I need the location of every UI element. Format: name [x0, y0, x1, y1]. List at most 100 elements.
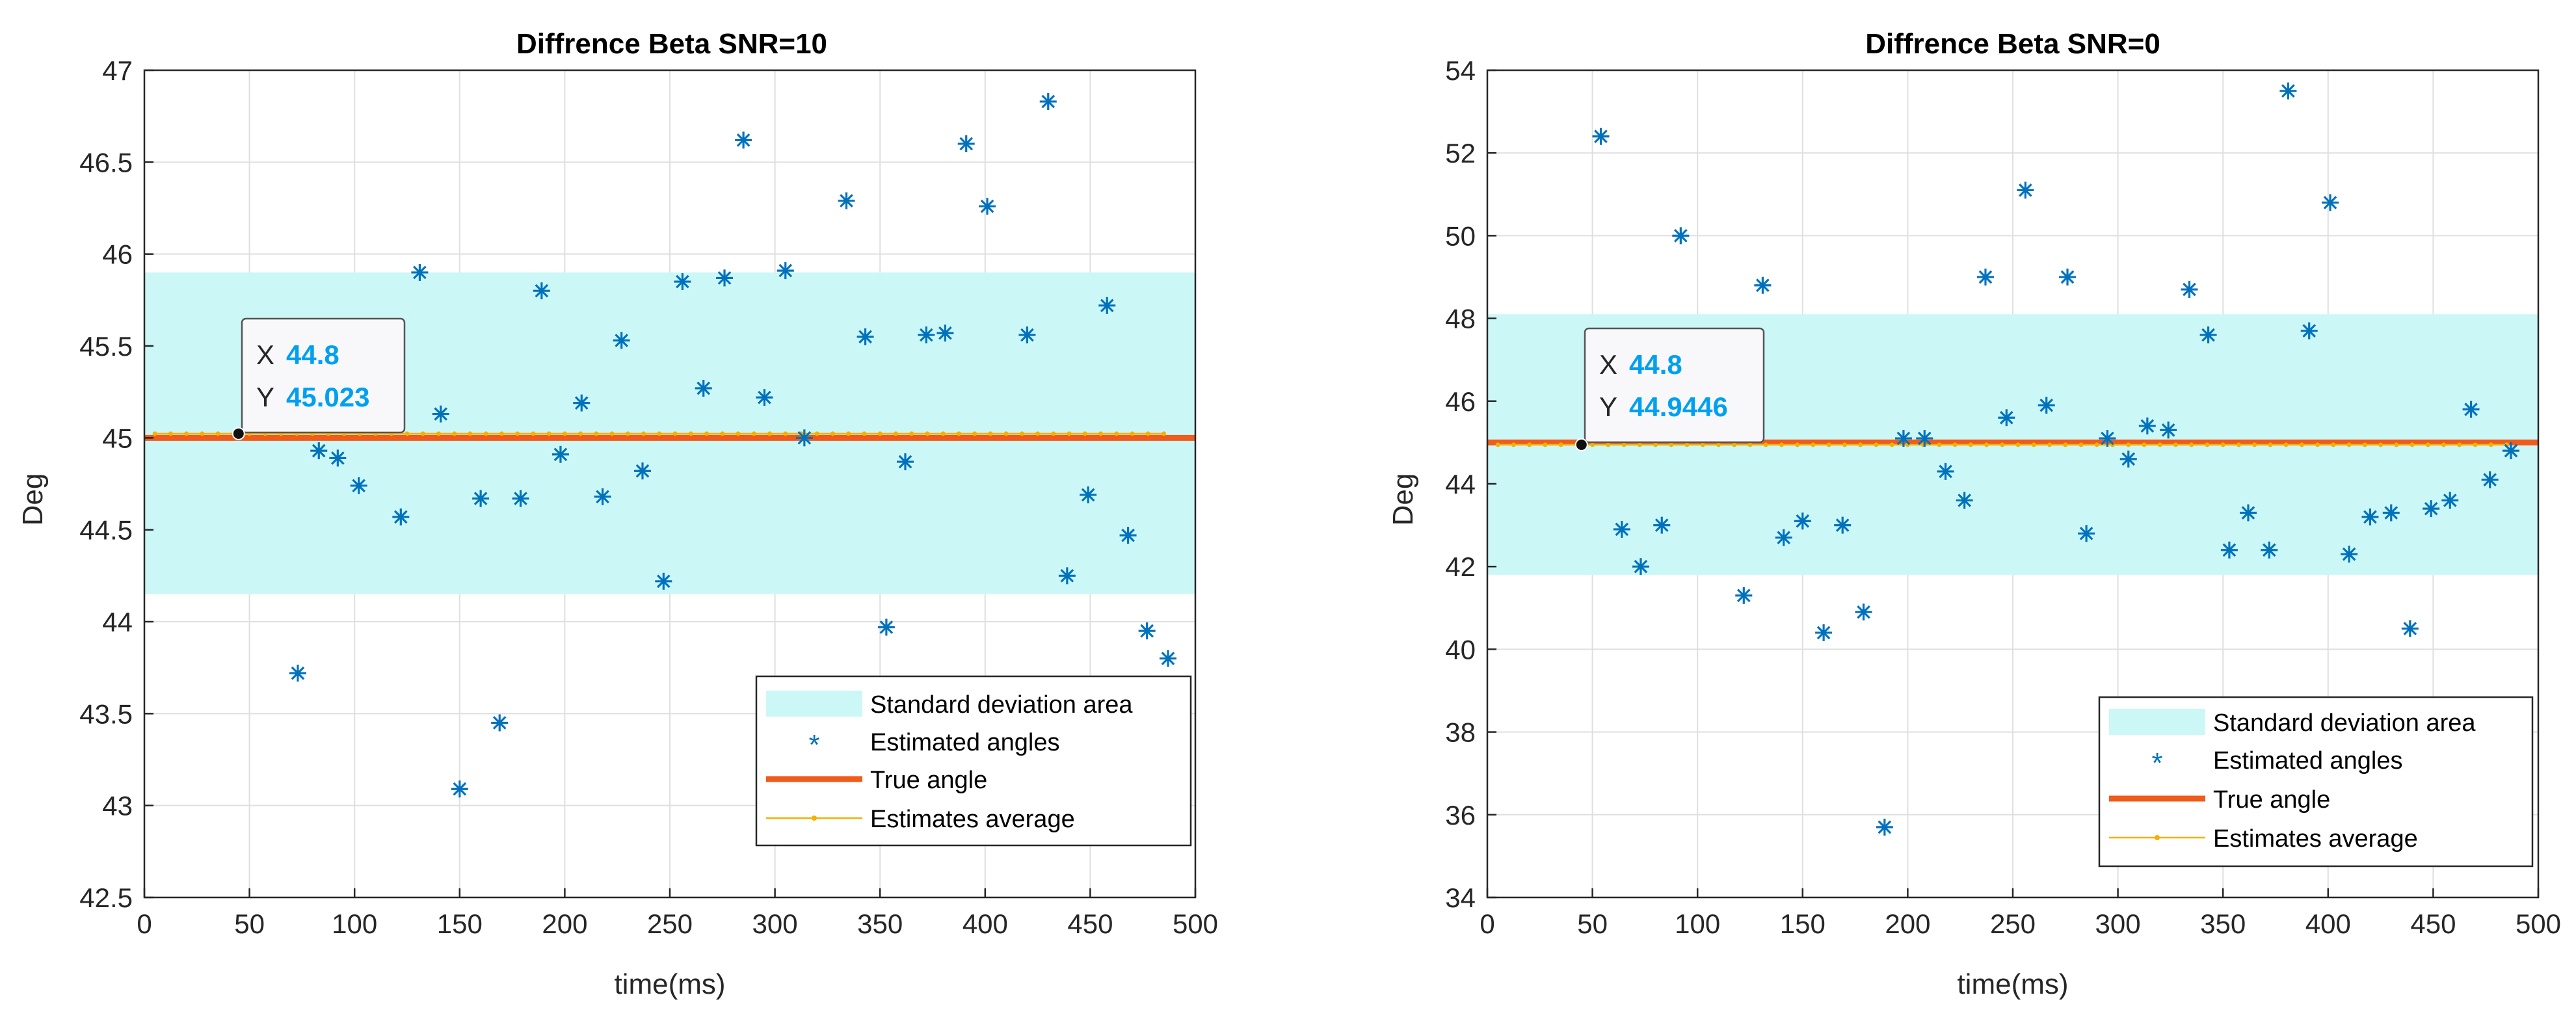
- x-tick-label: 0: [137, 908, 152, 939]
- average-marker: [1162, 431, 1167, 436]
- estimated-angle-point: [2199, 326, 2217, 344]
- average-marker: [1637, 442, 1642, 447]
- average-marker: [672, 431, 678, 436]
- average-marker: [1067, 431, 1072, 436]
- estimated-angle-point: [573, 394, 591, 412]
- estimated-angle-point: [2160, 421, 2177, 439]
- y-tick-label: 54: [1445, 55, 1476, 86]
- estimated-angle-point: [613, 332, 630, 349]
- average-marker: [1968, 442, 1973, 447]
- x-tick-labels: 0 50 100 150 200 250 300 350 400 450 500: [1480, 908, 2561, 939]
- datatip-x-label: X: [1599, 349, 1617, 380]
- average-marker: [1732, 442, 1737, 447]
- x-tick-label: 350: [2200, 908, 2246, 939]
- average-marker: [483, 431, 488, 436]
- average-marker: [925, 431, 930, 436]
- average-marker: [2488, 442, 2493, 447]
- estimated-angle-point: [1018, 326, 1036, 344]
- estimated-angle-point: [2220, 541, 2238, 559]
- datatip-y-value: 45.023: [286, 382, 369, 412]
- estimated-angle-point: [2181, 281, 2198, 298]
- estimated-angle-point: [979, 198, 996, 215]
- average-marker: [1019, 431, 1024, 436]
- estimated-angle-point: [1672, 227, 1690, 245]
- estimated-angle-point: [1058, 567, 1076, 585]
- average-marker: [1130, 431, 1135, 436]
- estimated-angle-point: [735, 131, 752, 149]
- estimated-angle-point: [838, 192, 855, 209]
- average-marker: [767, 431, 773, 436]
- average-marker: [2189, 442, 2194, 447]
- average-marker: [2220, 442, 2225, 447]
- average-marker: [2126, 442, 2131, 447]
- estimated-angle-point: [1735, 587, 1753, 604]
- legend: Standard deviation area * Estimated angl…: [2098, 696, 2534, 868]
- average-marker: [1779, 442, 1784, 447]
- estimated-angle-point: [2119, 450, 2137, 468]
- average-marker: [1952, 442, 1958, 447]
- estimates-average-line: [1495, 442, 2510, 447]
- average-marker: [1098, 431, 1104, 436]
- average-marker: [751, 431, 756, 436]
- legend-entry-estimated: Estimated angles: [870, 729, 1060, 756]
- estimated-angle-point: [2322, 194, 2339, 211]
- estimated-angle-point: [350, 477, 367, 494]
- x-tick-label: 400: [2305, 908, 2351, 939]
- estimated-angle-point: [2279, 82, 2297, 99]
- estimated-angle-point: [674, 273, 691, 291]
- average-marker: [2283, 442, 2289, 447]
- x-tick-label: 50: [1577, 908, 1608, 939]
- average-marker: [2252, 442, 2257, 447]
- estimated-angle-point: [856, 328, 874, 345]
- average-marker: [452, 431, 457, 436]
- estimated-angle-point: [1794, 512, 1811, 530]
- y-tick-label: 46: [1445, 386, 1476, 417]
- x-tick-label: 400: [963, 908, 1008, 939]
- average-marker: [2173, 442, 2178, 447]
- average-marker: [1842, 442, 1847, 447]
- estimated-angle-point: [1613, 520, 1630, 538]
- estimated-angles-series: [1592, 82, 2519, 836]
- average-marker: [1826, 442, 1831, 447]
- estimated-angle-point: [533, 282, 550, 300]
- x-tick-label: 150: [1780, 908, 1826, 939]
- x-tick-label: 450: [1067, 908, 1113, 939]
- average-marker: [2394, 442, 2399, 447]
- estimated-angle-point: [2017, 181, 2034, 199]
- x-tick-label: 100: [332, 908, 377, 939]
- estimated-angle-point: [756, 389, 773, 406]
- average-marker: [877, 431, 883, 436]
- average-marker: [893, 431, 898, 436]
- average-marker: [1051, 431, 1056, 436]
- average-marker: [531, 431, 536, 436]
- average-marker: [1114, 431, 1119, 436]
- average-marker: [1653, 442, 1658, 447]
- y-tick-label: 42.5: [79, 882, 133, 913]
- average-marker: [625, 431, 630, 436]
- average-marker: [1984, 442, 1989, 447]
- average-marker: [2205, 442, 2210, 447]
- x-tick-label: 500: [1173, 908, 1218, 939]
- average-marker: [2346, 442, 2352, 447]
- x-tick-label: 450: [2410, 908, 2456, 939]
- average-marker: [1874, 442, 1879, 447]
- average-marker: [2378, 442, 2383, 447]
- chart-title: Diffrence Beta SNR=0: [1865, 28, 2160, 60]
- datatip-y-value: 44.9446: [1629, 391, 1728, 422]
- average-marker: [1511, 442, 1516, 447]
- average-marker: [846, 431, 851, 436]
- x-axis-label: time(ms): [1957, 968, 2068, 1000]
- average-marker: [1889, 442, 1894, 447]
- average-marker: [641, 431, 646, 436]
- estimated-angle-point: [2099, 430, 2116, 447]
- estimated-angle-point: [2078, 525, 2095, 542]
- average-marker: [814, 431, 819, 436]
- y-tick-label: 38: [1445, 717, 1476, 748]
- legend-star-marker: *: [808, 729, 819, 761]
- estimated-angle-point: [2462, 401, 2480, 418]
- average-marker: [2047, 442, 2052, 447]
- average-marker: [988, 431, 993, 436]
- average-marker: [720, 431, 725, 436]
- estimated-angle-point: [2361, 508, 2379, 525]
- average-marker: [184, 431, 189, 436]
